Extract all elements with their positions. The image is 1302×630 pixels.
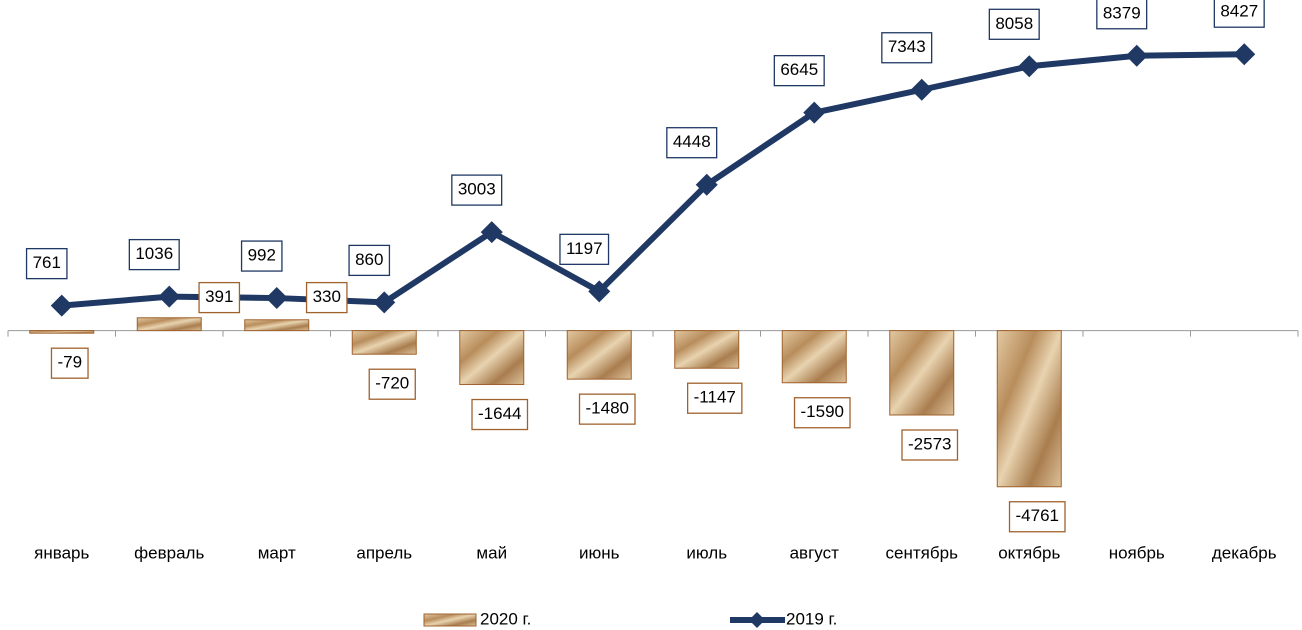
- line-label-box: [988, 8, 1040, 40]
- x-tick-label: декабрь: [1212, 543, 1277, 562]
- marker: [695, 173, 718, 196]
- bar-label: -720: [375, 374, 409, 393]
- marker: [910, 78, 933, 101]
- line-label: 1036: [135, 244, 173, 263]
- line-label-box: [1096, 0, 1148, 30]
- marker: [1018, 55, 1041, 78]
- line-label-box: [1213, 0, 1265, 28]
- bar: [459, 330, 525, 386]
- line-label-box: [25, 247, 68, 280]
- bar-label-box: [50, 347, 89, 379]
- bar-label: -1644: [478, 404, 521, 423]
- line-label: 992: [248, 246, 276, 265]
- line: [61, 51, 1245, 309]
- line-label: 6645: [780, 60, 818, 79]
- line-label-box: [666, 127, 718, 159]
- bar: [781, 330, 847, 384]
- line-label-box: [881, 32, 933, 64]
- marker: [1125, 44, 1148, 67]
- x-tick-label: август: [790, 543, 839, 562]
- x-tick-label: март: [258, 543, 296, 562]
- bar-label-box: [901, 429, 959, 461]
- bar-label: -79: [57, 353, 82, 372]
- bar-label: -1590: [801, 402, 844, 421]
- marker: [480, 221, 503, 244]
- line-label-box: [559, 233, 610, 265]
- legend-label: 2019 г.: [786, 609, 837, 628]
- bar-label-box: [578, 393, 636, 425]
- x-tick-label: сентябрь: [886, 543, 959, 562]
- bar-label-box: [1008, 501, 1066, 533]
- line-label: 4448: [673, 132, 711, 151]
- bar-label-box: [305, 281, 348, 314]
- x-tick-label: октябрь: [998, 543, 1060, 562]
- bar: [351, 330, 417, 355]
- x-tick-label: май: [476, 543, 507, 562]
- bar: [29, 330, 95, 334]
- x-tick-label: январь: [34, 543, 89, 562]
- bar: [566, 330, 632, 380]
- legend-marker: [749, 612, 765, 628]
- bar-label-box: [368, 368, 416, 400]
- bar-label: -1147: [694, 388, 736, 407]
- bar-label: -4761: [1016, 506, 1059, 525]
- marker: [265, 287, 288, 310]
- marker: [588, 280, 611, 303]
- line-label: 8379: [1103, 3, 1141, 22]
- x-tick-label: февраль: [134, 543, 204, 562]
- bar-label: 391: [205, 287, 233, 306]
- x-tick-label: апрель: [356, 543, 412, 562]
- line-label: 8058: [995, 14, 1033, 33]
- legend-label: 2020 г.: [480, 609, 531, 628]
- bar-label-box: [686, 382, 743, 414]
- marker: [158, 285, 181, 308]
- line-label-box: [240, 240, 283, 272]
- line-label: 860: [355, 250, 383, 269]
- bar-label-box: [793, 397, 851, 429]
- line-label: 8427: [1220, 2, 1258, 21]
- bar-label: -2573: [908, 434, 951, 453]
- bar: [244, 319, 310, 332]
- bar: [674, 330, 740, 369]
- line-label: 7343: [888, 37, 926, 56]
- marker: [373, 291, 396, 314]
- bar-label-box: [471, 398, 529, 431]
- bar-label: 330: [313, 287, 341, 306]
- x-tick-label: июль: [686, 543, 727, 562]
- line-label-box: [348, 244, 391, 277]
- marker: [803, 101, 826, 124]
- line-label: 1197: [566, 239, 603, 258]
- bar-label: -1480: [586, 399, 629, 418]
- x-tick-label: июнь: [579, 543, 620, 562]
- line-label: 761: [33, 253, 61, 272]
- line-label-box: [773, 54, 825, 87]
- marker: [1233, 43, 1256, 66]
- bar: [889, 330, 955, 416]
- line-label: 3003: [458, 180, 496, 199]
- marker: [50, 294, 73, 317]
- x-tick-label: ноябрь: [1109, 543, 1165, 562]
- line-label-box: [451, 174, 503, 206]
- bar: [136, 317, 202, 332]
- bar: [996, 330, 1062, 488]
- legend-swatch: [423, 613, 477, 627]
- bar-label-box: [198, 281, 241, 314]
- line-label-box: [128, 238, 180, 271]
